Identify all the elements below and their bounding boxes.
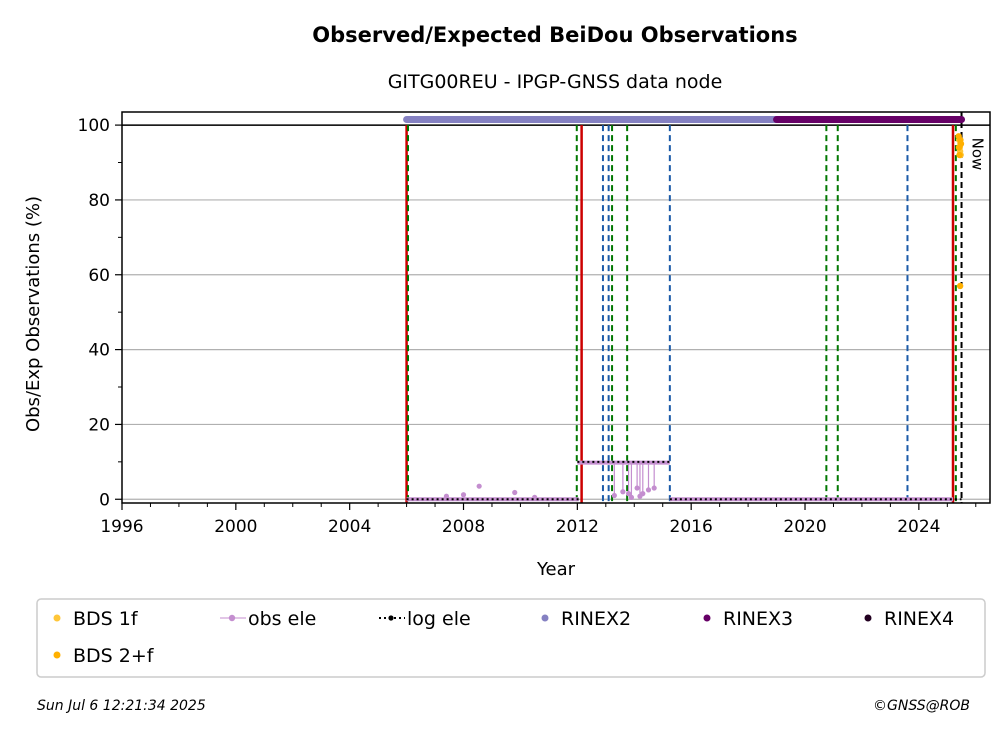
x-tick-label-1996: 1996: [100, 517, 143, 537]
obs-ele-point-2: [476, 483, 482, 489]
obs-ele-point-0: [443, 493, 450, 499]
obs-ele-point-3: [512, 489, 518, 496]
x-tick-label-2012: 2012: [556, 517, 599, 537]
legend-box: [36, 598, 986, 678]
x-axis-label: Year: [536, 559, 576, 580]
bds-2-f-point-5: [957, 140, 965, 148]
obs-ele-point-13: [637, 493, 643, 499]
y-tick-label-40: 40: [88, 341, 110, 361]
y-tick-label-80: 80: [88, 191, 110, 211]
obs-ele-point-8: [634, 485, 640, 491]
plot-frame: [121, 111, 991, 504]
footer-credit: ©GNSS@ROB: [873, 698, 970, 714]
y-tick-label-20: 20: [88, 415, 110, 435]
bds-2-f-point-3: [956, 282, 964, 290]
legend-marker-rinex2: [541, 614, 549, 622]
legend-marker-rinex4: [864, 614, 872, 622]
x-tick-label-2000: 2000: [214, 517, 257, 537]
legend-marker-log-ele: [388, 615, 394, 621]
obs-ele-point-1: [460, 492, 467, 498]
legend: BDS 1f obs ele log ele RINEX2 RINEX3 RINEX4 BD…: [36, 598, 986, 678]
legend-label-rinex4: RINEX4: [884, 608, 954, 630]
legend-marker-bds-2-f: [53, 651, 61, 659]
y-tick-label-60: 60: [88, 266, 110, 286]
legend-label-log-ele: log ele: [407, 608, 471, 630]
obs-ele-point-10: [645, 487, 652, 493]
obs-ele-point-6: [620, 489, 626, 495]
legend-label-obs-ele: obs ele: [248, 608, 316, 630]
x-tick-label-2008: 2008: [442, 517, 485, 537]
y-axis-label: Obs/Exp Observations (%): [23, 196, 44, 432]
y-tick-label-100: 100: [78, 116, 110, 136]
legend-marker-rinex3: [703, 614, 711, 622]
now-label: Now: [969, 138, 987, 171]
obs-ele-point-5: [611, 492, 617, 499]
footer-timestamp: Sun Jul 6 12:21:34 2025: [37, 698, 206, 714]
x-tick-label-2004: 2004: [328, 517, 371, 537]
x-tick-label-2020: 2020: [783, 517, 826, 537]
x-tick-label-2024: 2024: [897, 517, 940, 537]
legend-marker-bds-1f: [53, 614, 61, 622]
chart-subtitle: GITG00REU - IPGP-GNSS data node: [388, 71, 723, 93]
plot-area: Now 1996 2000 2004 2008 2012 2016 2020 2024 0 20 40…: [78, 111, 991, 537]
legend-label-bds-1f: BDS 1f: [73, 608, 139, 630]
legend-label-rinex2: RINEX2: [561, 608, 631, 630]
obs-ele-point-11: [651, 485, 657, 491]
legend-label-rinex3: RINEX3: [723, 608, 793, 630]
chart-title: Observed/Expected BeiDou Observations: [312, 23, 797, 47]
obs-ele-point-7: [628, 494, 635, 500]
bds-2-f-point-2: [956, 151, 963, 159]
obs-ele-point-12: [625, 491, 632, 497]
legend-label-bds-2-f: BDS 2+f: [73, 645, 155, 667]
legend-marker-obs-ele: [228, 614, 236, 622]
x-tick-label-2016: 2016: [670, 517, 713, 537]
y-tick-label-0: 0: [99, 490, 110, 510]
